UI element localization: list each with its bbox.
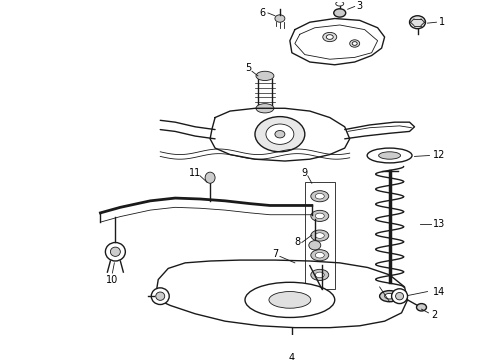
Ellipse shape <box>255 117 305 152</box>
Ellipse shape <box>323 32 337 42</box>
Ellipse shape <box>156 292 165 300</box>
Ellipse shape <box>256 104 274 113</box>
Text: 13: 13 <box>433 219 445 229</box>
Ellipse shape <box>380 291 399 302</box>
Text: 11: 11 <box>189 168 201 178</box>
Ellipse shape <box>385 293 394 299</box>
Text: 14: 14 <box>433 287 445 297</box>
Text: 3: 3 <box>357 1 363 12</box>
Ellipse shape <box>311 230 329 241</box>
Ellipse shape <box>311 191 329 202</box>
Ellipse shape <box>315 233 324 238</box>
Ellipse shape <box>151 288 169 305</box>
Ellipse shape <box>315 272 324 278</box>
Ellipse shape <box>269 292 311 308</box>
Ellipse shape <box>395 292 404 300</box>
Ellipse shape <box>367 148 412 163</box>
Ellipse shape <box>315 213 324 219</box>
Ellipse shape <box>309 240 321 250</box>
Ellipse shape <box>245 282 335 318</box>
Ellipse shape <box>105 243 125 261</box>
Ellipse shape <box>410 16 425 29</box>
Ellipse shape <box>315 193 324 199</box>
Ellipse shape <box>311 210 329 221</box>
Text: 10: 10 <box>106 275 119 284</box>
Ellipse shape <box>266 124 294 144</box>
Ellipse shape <box>392 289 408 303</box>
Text: 8: 8 <box>295 238 301 247</box>
Ellipse shape <box>110 247 121 256</box>
Ellipse shape <box>205 172 215 183</box>
Ellipse shape <box>334 9 346 17</box>
Ellipse shape <box>336 1 343 6</box>
Text: 4: 4 <box>289 353 295 360</box>
Ellipse shape <box>285 342 299 351</box>
Ellipse shape <box>379 152 400 159</box>
Ellipse shape <box>326 35 333 39</box>
Text: 6: 6 <box>259 8 265 18</box>
Ellipse shape <box>350 40 360 47</box>
Ellipse shape <box>315 252 324 258</box>
Ellipse shape <box>256 71 274 81</box>
Text: 12: 12 <box>433 150 445 161</box>
Ellipse shape <box>275 15 285 22</box>
FancyBboxPatch shape <box>305 182 335 289</box>
Text: 9: 9 <box>302 168 308 178</box>
Ellipse shape <box>311 250 329 261</box>
Text: 1: 1 <box>440 17 445 27</box>
Text: 2: 2 <box>431 310 438 320</box>
Ellipse shape <box>416 303 426 311</box>
Ellipse shape <box>352 42 357 45</box>
Ellipse shape <box>289 344 295 348</box>
Text: 5: 5 <box>245 63 251 73</box>
Ellipse shape <box>311 269 329 280</box>
Ellipse shape <box>275 131 285 138</box>
Text: 7: 7 <box>272 249 278 258</box>
